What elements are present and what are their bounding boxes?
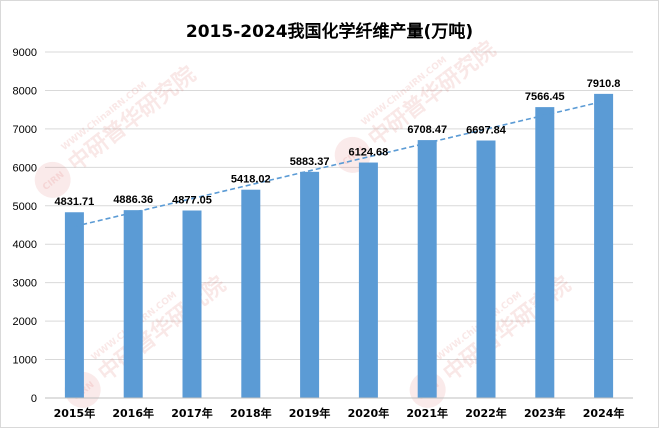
- bar: [594, 93, 614, 398]
- y-tick-label: 3000: [13, 278, 37, 290]
- watermark-logo: [34, 161, 71, 198]
- bar: [358, 162, 378, 398]
- trendline: [74, 100, 604, 228]
- watermark-brand-text: 中研普华研究院: [63, 61, 200, 176]
- data-label: 6697.84: [466, 125, 507, 137]
- x-tick-label: 2018年: [230, 406, 272, 420]
- chart-title: 2015-2024我国化学纤维产量(万吨): [185, 22, 474, 42]
- y-tick-label: 1000: [13, 355, 37, 367]
- y-tick-label: 7000: [13, 124, 37, 136]
- y-tick-label: 0: [31, 393, 37, 405]
- bar: [417, 140, 437, 398]
- y-tick-label: 6000: [13, 162, 37, 174]
- x-tick-label: 2023年: [524, 406, 566, 420]
- bar: [241, 189, 261, 398]
- data-label: 5418.02: [231, 174, 271, 186]
- data-label: 6708.47: [407, 124, 447, 136]
- y-tick-label: 8000: [13, 85, 37, 97]
- x-tick-label: 2017年: [171, 406, 213, 420]
- watermark-brand-text: 中研普华研究院: [438, 271, 575, 386]
- data-label: 4877.05: [172, 195, 212, 207]
- y-tick-label: 5000: [13, 201, 37, 213]
- watermark-brand-text: 中研普华研究院: [93, 271, 230, 386]
- x-tick-label: 2016年: [112, 406, 154, 420]
- data-label: 6124.68: [349, 147, 389, 159]
- bar: [300, 171, 320, 398]
- bar: [535, 107, 555, 398]
- x-tick-label: 2021年: [406, 406, 448, 420]
- x-tick-label: 2024年: [583, 406, 625, 420]
- data-label: 7566.45: [525, 91, 565, 103]
- y-tick-label: 2000: [13, 316, 37, 328]
- bar: [182, 210, 202, 398]
- data-label: 4886.36: [113, 194, 153, 206]
- bar: [476, 140, 496, 399]
- x-tick-label: 2019年: [289, 406, 331, 420]
- bar: [123, 210, 143, 398]
- data-label: 4831.71: [55, 196, 95, 208]
- x-tick-label: 2015年: [54, 406, 96, 420]
- bar: [64, 212, 84, 398]
- x-tick-label: 2022年: [465, 406, 507, 420]
- data-label: 7910.8: [587, 78, 621, 90]
- y-tick-label: 9000: [13, 47, 37, 59]
- x-tick-label: 2020年: [348, 406, 390, 420]
- data-label: 5883.37: [290, 156, 330, 168]
- y-tick-label: 4000: [13, 239, 37, 251]
